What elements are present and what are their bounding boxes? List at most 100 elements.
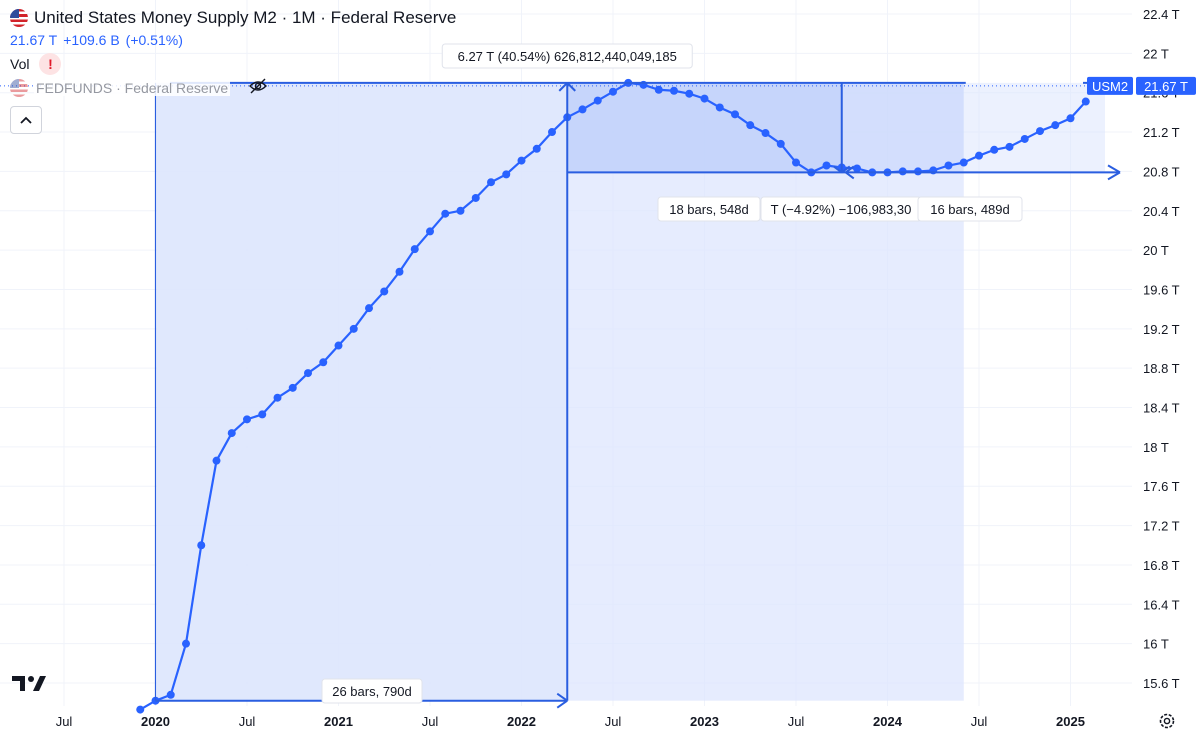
collapse-legend-button[interactable] (10, 106, 42, 134)
data-point (273, 393, 282, 402)
decline-price-label-text: T (−4.92%) −106,983,30 (771, 202, 912, 217)
y-tick-label: 22 T (1143, 46, 1169, 61)
tradingview-logo-icon[interactable] (12, 674, 46, 697)
data-point (166, 690, 175, 699)
last-value: 21.67 T (10, 32, 58, 48)
data-point (365, 304, 373, 313)
y-tick-label: 20 T (1143, 243, 1169, 258)
rise-price-label: 6.27 T (40.54%) 626,812,440,049,185 (441, 43, 693, 69)
decline-price-label: T (−4.92%) −106,983,30 (760, 196, 922, 222)
data-point (746, 121, 755, 130)
data-point (822, 161, 831, 170)
decline-arrow-down (833, 165, 843, 174)
rise-arrow (556, 692, 568, 702)
rise-arrow (556, 699, 568, 709)
y-tick-label: 16.4 T (1143, 597, 1180, 612)
decline-arrow (1107, 171, 1121, 181)
y-tick-label: 21.2 T (1143, 125, 1180, 140)
series-title: United States Money Supply M2 · 1M · Fed… (34, 8, 457, 27)
fedfunds-row[interactable]: FEDFUNDS · Federal Reserve (10, 76, 456, 100)
data-point (990, 145, 999, 154)
rise-bars-label: 26 bars, 790d (321, 678, 423, 704)
data-point (395, 267, 404, 276)
data-point (258, 410, 267, 419)
data-point (715, 103, 724, 112)
y-tick-label: 19.6 T (1143, 282, 1180, 297)
data-point (1036, 127, 1044, 136)
measure-lines (154, 81, 1121, 709)
data-point (792, 158, 800, 167)
data-point (593, 96, 602, 105)
rise-price-label-box (441, 43, 693, 69)
data-point (1051, 121, 1060, 130)
x-tick-label: 2025 (1056, 714, 1085, 729)
data-point (288, 383, 297, 392)
recovery-bars-label-box (917, 196, 1023, 222)
data-point (1066, 114, 1075, 123)
main-series-row[interactable]: United States Money Supply M2 · 1M · Fed… (10, 6, 456, 30)
y-axis[interactable]: 22.4 T22 T21.6 T21.2 T20.8 T20.4 T20 T19… (1087, 7, 1196, 691)
x-tick-label: 2023 (690, 714, 719, 729)
gear-icon[interactable] (1158, 712, 1176, 735)
data-point (380, 287, 389, 296)
change-percent: (+0.51%) (125, 32, 183, 48)
y-tick-label: 18.4 T (1143, 401, 1180, 416)
data-point (700, 94, 709, 103)
y-tick-label: 15.6 T (1143, 676, 1180, 691)
change-value: +109.6 B (63, 32, 120, 48)
eye-off-icon[interactable] (248, 77, 268, 100)
data-point (670, 86, 678, 95)
data-point (975, 151, 983, 160)
data-point (212, 456, 221, 465)
chevron-up-icon (20, 116, 32, 124)
rise-bars-label-text: 26 bars, 790d (332, 684, 412, 699)
fedfunds-label: FEDFUNDS · Federal Reserve (34, 80, 231, 96)
data-point (243, 415, 251, 424)
y-tick-label: 22.4 T (1143, 7, 1180, 22)
current-value-label: 21.67 T (1144, 79, 1188, 94)
data-point (1005, 142, 1014, 151)
y-tick-label: 16.8 T (1143, 558, 1180, 573)
data-point (426, 227, 434, 236)
data-point (456, 206, 465, 215)
x-axis[interactable]: Jul 2020 Jul 2021 Jul 2022 Jul 2023 Jul 2024 Jul 20… (56, 714, 1085, 729)
vol-row[interactable]: Vol ! (10, 52, 456, 76)
current-value-badge (1136, 76, 1196, 95)
x-tick-label: Jul (422, 714, 439, 729)
data-point (517, 156, 526, 165)
x-tick-label: 2021 (324, 714, 353, 729)
data-point (685, 89, 694, 98)
data-point (776, 139, 785, 148)
recovery-arrow (845, 165, 855, 174)
data-point (410, 245, 419, 254)
data-point (182, 639, 190, 648)
us-flag-icon (10, 79, 28, 97)
warning-icon[interactable]: ! (39, 53, 62, 75)
y-tick-label: 20.8 T (1143, 164, 1180, 179)
data-point (1020, 134, 1029, 143)
data-point (502, 170, 511, 179)
data-point (532, 144, 541, 153)
data-point (487, 178, 495, 187)
y-tick-label: 20.4 T (1143, 204, 1180, 219)
x-tick-label: Jul (605, 714, 622, 729)
data-point (471, 193, 480, 202)
x-tick-label: 2024 (873, 714, 903, 729)
series-values: 21.67 T +109.6 B (+0.51%) (10, 28, 456, 52)
measure-fills (156, 82, 1105, 701)
recovery-bars-label: 16 bars, 489d (917, 196, 1023, 222)
vol-label: Vol (10, 56, 30, 72)
data-point (334, 341, 343, 350)
decline-bars-label-box (657, 196, 761, 222)
y-tick-label: 18.8 T (1143, 361, 1180, 376)
data-point (944, 161, 953, 170)
right-range-fill (567, 82, 964, 701)
data-point (349, 324, 358, 333)
rise-bars-label-box (321, 678, 423, 704)
y-tick-label: 18 T (1143, 440, 1169, 455)
data-point (654, 85, 663, 94)
data-point (609, 87, 617, 96)
data-point (441, 209, 450, 218)
x-tick-label: Jul (56, 714, 73, 729)
